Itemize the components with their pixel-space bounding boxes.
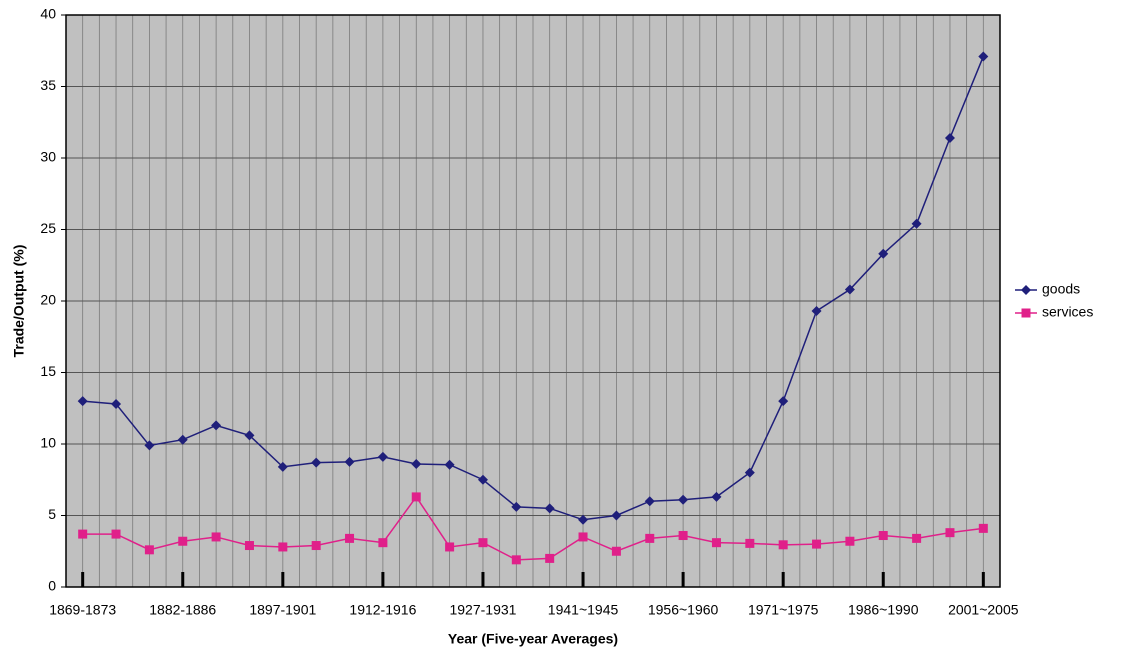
y-tick-label: 35 — [40, 77, 56, 93]
goods-point — [311, 457, 322, 468]
plot-border — [65, 14, 1001, 588]
services-point — [945, 528, 955, 538]
services-point — [611, 546, 621, 556]
services-point — [378, 538, 388, 548]
services-point — [912, 533, 922, 543]
y-tick-label: 30 — [40, 149, 56, 165]
services-point — [178, 536, 188, 546]
y-tick-label: 25 — [40, 220, 56, 236]
goods-point — [211, 420, 222, 431]
services-point — [812, 539, 822, 549]
goods-point — [578, 514, 589, 525]
x-tick-label: 1912-1916 — [349, 602, 416, 618]
services-point — [411, 492, 421, 502]
goods-point — [878, 248, 889, 259]
services-point — [645, 533, 655, 543]
goods-point — [144, 440, 155, 451]
y-axis-title: Trade/Output (%) — [11, 245, 27, 358]
goods-point — [844, 284, 855, 295]
legend-label: goods — [1042, 281, 1080, 297]
y-tick-label: 0 — [48, 578, 56, 594]
goods-point — [377, 451, 388, 462]
goods-point — [944, 132, 955, 143]
services-point — [978, 523, 988, 533]
services-point — [678, 531, 688, 541]
x-tick-label: 1882-1886 — [149, 602, 216, 618]
y-tick-label: 10 — [40, 435, 56, 451]
y-tick-label: 5 — [48, 506, 56, 522]
goods-point — [544, 503, 555, 514]
x-tick-label: 2001~2005 — [948, 602, 1019, 618]
x-tick-label: 1971~1975 — [748, 602, 819, 618]
goods-point — [711, 491, 722, 502]
legend-marker — [1021, 308, 1031, 318]
goods-point — [978, 51, 989, 62]
goods-point — [77, 396, 88, 407]
goods-point — [811, 306, 822, 317]
x-tick-label: 1956~1960 — [648, 602, 719, 618]
legend-marker — [1021, 285, 1031, 295]
services-point — [778, 540, 788, 550]
services-point — [111, 529, 121, 539]
services-point — [345, 533, 355, 543]
goods-point — [511, 501, 522, 512]
services-point — [244, 541, 254, 551]
services-point — [278, 542, 288, 552]
services-point — [578, 532, 588, 542]
series-line — [82, 56, 985, 521]
goods-point — [111, 398, 122, 409]
services-point — [78, 529, 88, 539]
x-tick-label: 1927-1931 — [449, 602, 516, 618]
services-point — [445, 542, 455, 552]
services-point — [845, 536, 855, 546]
x-axis-title: Year (Five-year Averages) — [448, 631, 618, 647]
services-point — [878, 531, 888, 541]
goods-point — [778, 396, 789, 407]
y-tick-label: 15 — [40, 363, 56, 379]
goods-point — [277, 461, 288, 472]
x-tick-label: 1941~1945 — [548, 602, 619, 618]
goods-point — [444, 459, 455, 470]
legend-label: services — [1042, 304, 1093, 320]
goods-point — [744, 467, 755, 478]
services-point — [144, 545, 154, 555]
y-tick-label: 40 — [40, 6, 56, 22]
goods-point — [477, 474, 488, 485]
goods-point — [911, 218, 922, 229]
services-point — [745, 538, 755, 548]
services-point — [511, 555, 521, 565]
y-tick-label: 20 — [40, 292, 56, 308]
services-point — [211, 532, 221, 542]
x-tick-label: 1897-1901 — [249, 602, 316, 618]
services-point — [711, 538, 721, 548]
x-tick-label: 1986~1990 — [848, 602, 919, 618]
goods-point — [411, 459, 422, 470]
goods-point — [678, 494, 689, 505]
services-point — [311, 541, 321, 551]
services-point — [478, 538, 488, 548]
goods-point — [611, 510, 622, 521]
x-tick-label: 1869-1873 — [49, 602, 116, 618]
goods-point — [644, 496, 655, 507]
series-line — [82, 495, 984, 561]
goods-point — [177, 434, 188, 445]
goods-point — [244, 430, 255, 441]
goods-point — [344, 456, 355, 467]
services-point — [545, 553, 555, 563]
